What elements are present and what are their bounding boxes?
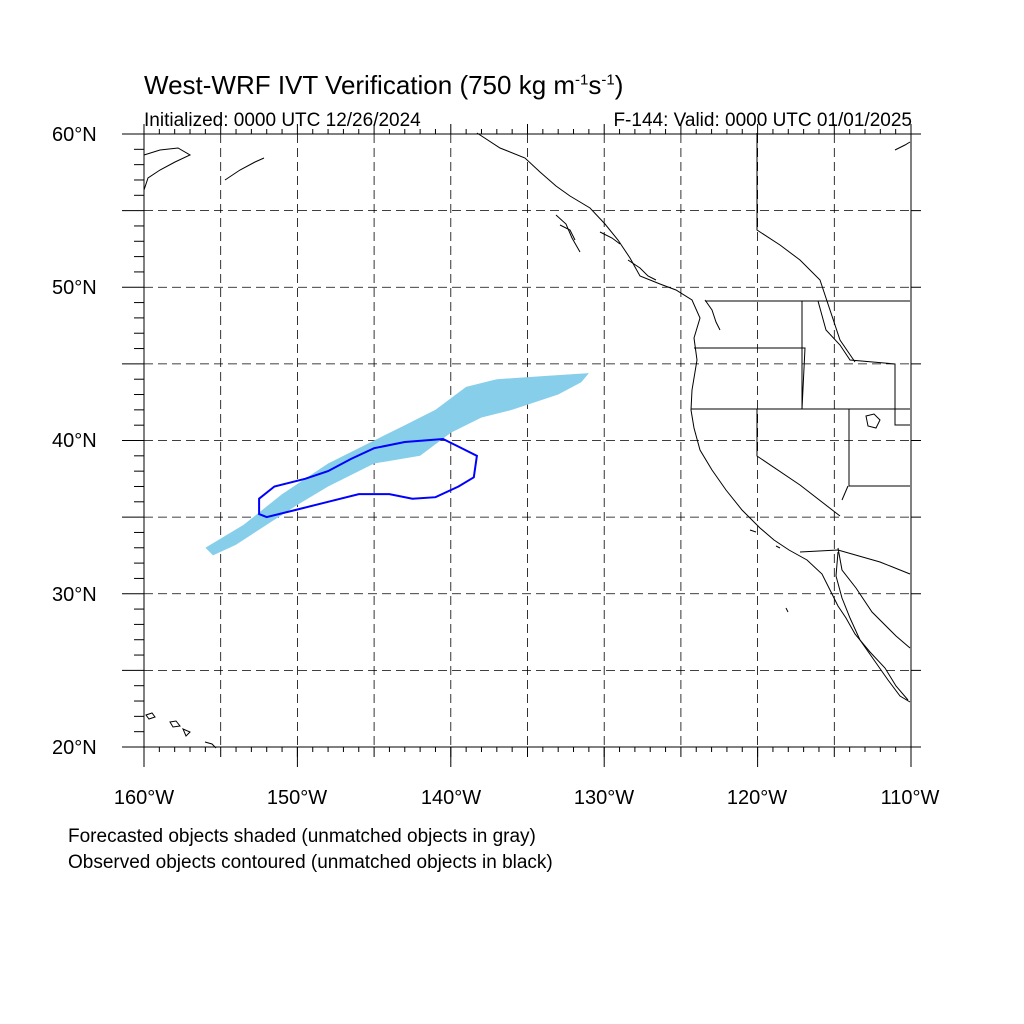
footnote-observed: Observed objects contoured (unmatched ob… (68, 852, 553, 873)
graticule (144, 134, 911, 747)
political-borders (691, 133, 911, 575)
lon-label: 130°W (574, 787, 634, 809)
valid-time: F-144: Valid: 0000 UTC 01/01/2025 (613, 110, 912, 131)
lon-label: 140°W (421, 787, 481, 809)
lon-label: 110°W (881, 787, 940, 809)
title-exp2: -1 (601, 71, 615, 89)
lat-label: 40°N (52, 430, 97, 452)
observed-object-contour (258, 437, 478, 519)
lon-label: 120°W (727, 787, 787, 809)
lat-label: 30°N (52, 584, 97, 606)
axis-ticks (122, 124, 921, 767)
footnote-forecast: Forecasted objects shaded (unmatched obj… (68, 826, 536, 847)
lat-label: 60°N (52, 124, 97, 146)
coastlines (143, 132, 911, 749)
title-main: West-WRF IVT Verification (750 kg m (144, 70, 576, 100)
lon-label: 150°W (267, 787, 327, 809)
title-exp1: -1 (575, 71, 589, 89)
plot-title: West-WRF IVT Verification (750 kg m-1s-1… (144, 70, 623, 101)
init-time: Initialized: 0000 UTC 12/26/2024 (144, 110, 421, 131)
lat-label: 20°N (52, 737, 97, 759)
forecast-object (205, 373, 589, 556)
title-close: ) (614, 70, 624, 100)
lat-label: 50°N (52, 277, 97, 299)
title-mid: s (588, 70, 602, 100)
lon-label: 160°W (114, 787, 174, 809)
